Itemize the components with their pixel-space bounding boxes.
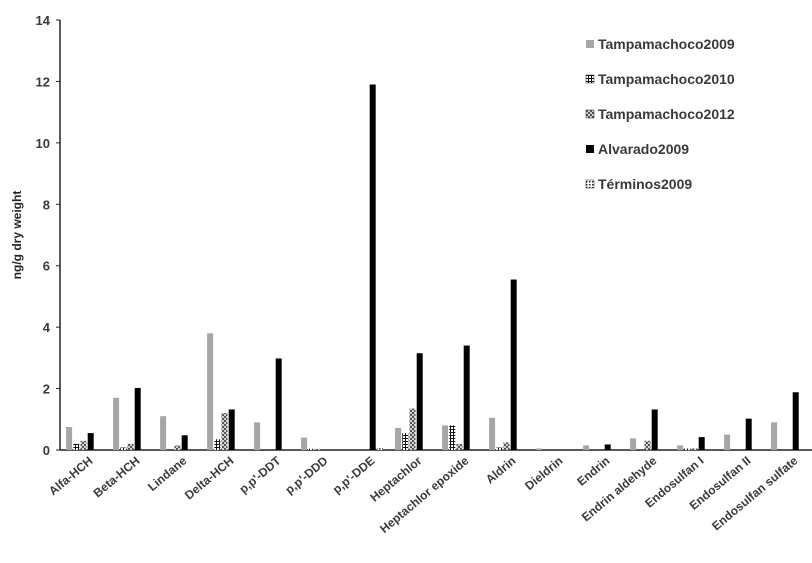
bar-tampamachoco2012-lindane xyxy=(174,445,181,450)
bar-tampamachoco2009-delta-hch xyxy=(207,333,214,450)
category-label: p,p'-DDT xyxy=(236,453,283,496)
bar-tampamachoco2009-endrin xyxy=(583,445,590,450)
y-tick-label: 2 xyxy=(43,382,50,397)
bar-tampamachoco2009-lindane xyxy=(160,416,167,450)
bar-alvarado2009-alfa-hch xyxy=(87,433,94,450)
bar-tampamachoco2009-endosulfan-sulfate xyxy=(771,422,778,450)
y-axis-ticks: 0 2 4 6 8 10 12 14 xyxy=(36,13,60,458)
bar-tampamachoco2009-heptachlor-epoxide xyxy=(442,425,449,450)
bar-alvarado2009-heptachlor-epoxide xyxy=(463,345,470,450)
bar-tampamachoco2012-aldrin xyxy=(503,442,510,450)
legend-label: Tampamachoco2012 xyxy=(598,106,735,122)
bar-tampamachoco2010-endosulfan-i xyxy=(684,448,691,450)
bar-tampamachoco2010-heptachlor-epoxide xyxy=(449,425,456,450)
legend-label: Alvarado2009 xyxy=(598,141,689,157)
bar-alvarado2009-endosulfan-ii xyxy=(745,418,752,450)
legend-label: Términos2009 xyxy=(598,176,692,192)
bar-alvarado2009-heptachlor xyxy=(416,353,423,450)
legend-swatch xyxy=(586,145,594,153)
category-label: Aldrin xyxy=(483,454,519,487)
category-label: p,p'-DDE xyxy=(330,454,377,497)
y-tick-label: 0 xyxy=(43,443,50,458)
category-label: Lindane xyxy=(145,453,189,494)
bar-tampamachoco2010-beta-hch xyxy=(120,447,127,450)
bar-tampamachoco2012-heptachlor-epoxide xyxy=(456,443,463,450)
bar-tampamachoco2009-heptachlor xyxy=(395,427,402,450)
bar-alvarado2009-endosulfan-i xyxy=(698,437,705,450)
bar-tampamachoco2012-beta-hch xyxy=(127,443,134,450)
bar-alvarado2009-delta-hch xyxy=(228,409,235,450)
bar-alvarado2009-p-p-ddt xyxy=(275,358,282,450)
category-label: Heptachlor epoxide xyxy=(377,453,472,536)
category-label: p,p'-DDD xyxy=(282,453,330,497)
legend-swatch xyxy=(585,109,595,119)
y-tick-label: 14 xyxy=(36,13,51,28)
bar-tampamachoco2009-aldrin xyxy=(489,417,496,450)
bar-alvarado2009-beta-hch xyxy=(134,387,141,450)
bar-tampamachoco2009-endosulfan-i xyxy=(677,445,684,450)
bar-alvarado2009-endosulfan-sulfate xyxy=(792,392,799,450)
category-label: Delta-HCH xyxy=(182,454,236,503)
legend-swatch xyxy=(586,40,594,48)
legend-swatch xyxy=(585,179,595,189)
bar-tampamachoco2012-endrin-aldehyde xyxy=(644,440,651,450)
bar-tampamachoco2009-alfa-hch xyxy=(66,426,73,450)
y-axis-label: ng/g dry weight xyxy=(10,191,24,280)
bar-tampamachoco2009-beta-hch xyxy=(113,397,120,450)
category-label: Alfa-HCH xyxy=(46,454,95,499)
y-tick-label: 6 xyxy=(43,259,50,274)
bar-tampamachoco2009-endosulfan-ii xyxy=(724,434,731,450)
bars xyxy=(66,84,799,450)
bar-tampamachoco2009-dieldrin xyxy=(536,448,543,450)
y-tick-label: 4 xyxy=(43,320,51,335)
category-label: Beta-HCH xyxy=(91,454,143,501)
legend: Tampamachoco2009 Tampamachoco2010 Tampamac… xyxy=(585,36,735,192)
bar-tampamachoco2012-p-p-ddd xyxy=(315,449,322,450)
category-label: Endrin xyxy=(574,454,612,489)
legend-swatch xyxy=(585,74,595,84)
bar-alvarado2009-lindane xyxy=(181,435,188,450)
legend-label: Tampamachoco2010 xyxy=(598,71,735,87)
bar-alvarado2009-endrin-aldehyde xyxy=(651,409,658,450)
category-label: Dieldrin xyxy=(522,454,565,493)
bar-alvarado2009-p-p-dde xyxy=(369,84,376,450)
bar-tampamachoco2010-delta-hch xyxy=(214,439,221,450)
legend-label: Tampamachoco2009 xyxy=(598,36,735,52)
y-tick-label: 8 xyxy=(43,197,50,212)
bar-tampamachoco2010-aldrin xyxy=(496,447,503,450)
bar-tampamachoco2012-endosulfan-i xyxy=(691,448,698,450)
bar-alvarado2009-aldrin xyxy=(510,279,517,450)
y-tick-label: 12 xyxy=(36,74,50,89)
bar-tampamachoco2010-alfa-hch xyxy=(73,443,80,450)
bar-alvarado2009-endrin xyxy=(604,444,611,450)
bar-tampamachoco2010-p-p-ddd xyxy=(308,448,315,450)
bar-tampamachoco2012-heptachlor xyxy=(409,408,416,450)
bar-tampamachoco2009-p-p-ddt xyxy=(254,422,261,450)
bar-tampamachoco2010-heptachlor xyxy=(402,433,409,450)
bar-tampamachoco2012-delta-hch xyxy=(221,413,228,450)
category-label: Endosulfan sulfate xyxy=(709,453,800,533)
bar-t-rminos2009-p-p-dde xyxy=(376,448,383,450)
bar-tampamachoco2012-alfa-hch xyxy=(80,440,87,450)
bar-tampamachoco2009-endrin-aldehyde xyxy=(630,438,637,450)
y-tick-label: 10 xyxy=(36,136,50,151)
bar-tampamachoco2009-p-p-ddd xyxy=(301,437,308,450)
